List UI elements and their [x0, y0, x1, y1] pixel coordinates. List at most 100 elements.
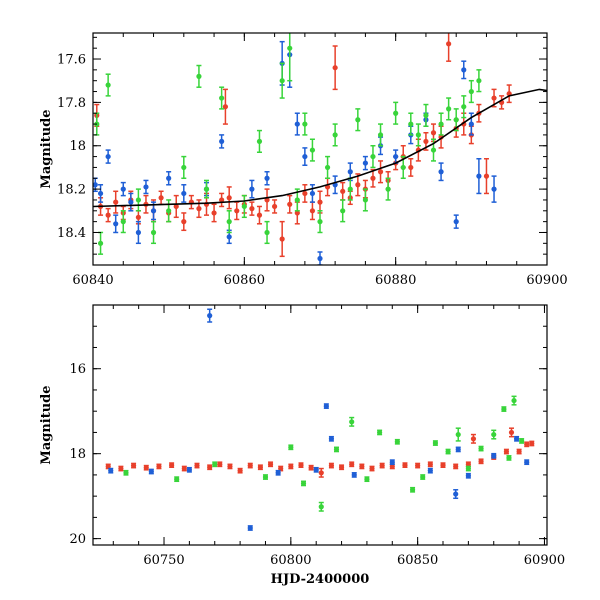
data-point	[333, 446, 340, 453]
data-point	[181, 190, 187, 197]
data-point	[120, 219, 126, 225]
data-point	[181, 465, 187, 472]
data-point	[113, 221, 119, 227]
data-point	[332, 132, 338, 138]
bottom-panel: 60750 60800 60850 60900 16 18 20 Magnitude HJD…	[39, 304, 565, 587]
data-point	[302, 121, 308, 127]
data-point	[389, 463, 395, 470]
data-point	[278, 465, 284, 472]
data-point	[501, 406, 507, 412]
data-point	[362, 160, 368, 166]
data-point	[181, 219, 187, 225]
data-point	[318, 470, 324, 476]
x-tick-label: 60800	[270, 553, 311, 568]
data-point	[453, 219, 459, 225]
data-point	[219, 138, 225, 145]
top-panel-ticks: 60840 60860 60880 60900 17.6 17.8 18 18.2 18.4	[57, 33, 568, 288]
data-point	[519, 438, 525, 444]
data-point	[394, 439, 400, 445]
bottom-panel-y-axis-label: Magnitude	[39, 385, 54, 464]
data-point	[166, 175, 172, 181]
y-tick-label: 16	[69, 362, 86, 377]
data-point	[491, 431, 497, 438]
data-point	[294, 121, 300, 127]
data-point	[287, 45, 293, 51]
data-point	[446, 106, 452, 112]
data-point	[364, 476, 370, 482]
data-point	[483, 173, 490, 179]
data-point	[309, 208, 316, 214]
data-point	[340, 208, 346, 214]
data-point	[318, 504, 324, 510]
top-panel: 60840 60860 60880 60900 17.6 17.8 18 18.2 18.4 M…	[39, 32, 568, 288]
data-point	[423, 138, 429, 145]
bottom-panel-x-axis-label: HJD-2400000	[271, 572, 370, 587]
top-panel-y-axis-label: Magnitude	[39, 109, 54, 188]
bottom-series-2	[108, 308, 530, 531]
x-tick-label: 60900	[524, 553, 565, 568]
data-point	[359, 463, 365, 470]
x-tick-label: 60860	[224, 273, 265, 288]
data-point	[427, 468, 433, 474]
top-panel-marks	[93, 33, 547, 265]
data-point	[272, 203, 278, 210]
data-point	[135, 214, 141, 220]
data-point	[302, 190, 308, 197]
data-point	[166, 208, 172, 214]
data-point	[123, 470, 129, 476]
data-point	[120, 186, 126, 192]
data-point	[150, 208, 157, 214]
data-point	[135, 229, 141, 236]
data-point	[355, 182, 361, 188]
data-point	[408, 121, 414, 127]
data-point	[212, 461, 218, 467]
data-point	[288, 463, 294, 470]
data-point	[219, 95, 225, 101]
fit-curve	[93, 88, 547, 208]
data-point	[256, 138, 263, 145]
data-point	[249, 206, 255, 212]
data-point	[219, 197, 225, 203]
x-tick-label: 60840	[72, 273, 113, 288]
data-point	[317, 199, 323, 205]
data-point	[453, 117, 459, 123]
data-point	[181, 164, 187, 171]
data-point	[105, 463, 111, 470]
data-point	[267, 461, 274, 467]
top-series-1	[94, 33, 512, 258]
data-point	[468, 88, 474, 95]
data-point	[511, 397, 517, 404]
data-point	[247, 525, 253, 531]
x-tick-label: 60750	[143, 553, 184, 568]
data-point	[438, 121, 444, 127]
data-point	[461, 67, 467, 73]
data-point	[351, 472, 357, 478]
data-point	[430, 130, 437, 136]
data-point	[264, 229, 270, 236]
data-point	[196, 206, 202, 212]
data-point	[408, 164, 414, 171]
data-point	[226, 195, 232, 201]
data-point	[226, 219, 232, 225]
data-point	[461, 104, 467, 110]
data-point	[148, 468, 154, 475]
data-point	[158, 195, 164, 201]
data-point	[389, 459, 395, 465]
data-point	[438, 169, 444, 175]
data-point	[150, 229, 157, 236]
data-point	[227, 463, 233, 470]
data-point	[347, 169, 353, 175]
data-point	[97, 240, 104, 246]
y-tick-label: 20	[69, 532, 86, 547]
y-tick-label: 17.8	[57, 96, 86, 111]
x-tick-label: 60900	[526, 273, 567, 288]
data-point	[393, 153, 399, 160]
data-point	[328, 462, 335, 469]
data-point	[308, 465, 314, 471]
data-point	[143, 184, 149, 190]
data-point	[409, 487, 416, 493]
x-tick-label: 60850	[397, 553, 438, 568]
data-point	[217, 461, 223, 467]
bottom-series-3	[123, 395, 525, 512]
x-tick-label: 60880	[375, 273, 416, 288]
